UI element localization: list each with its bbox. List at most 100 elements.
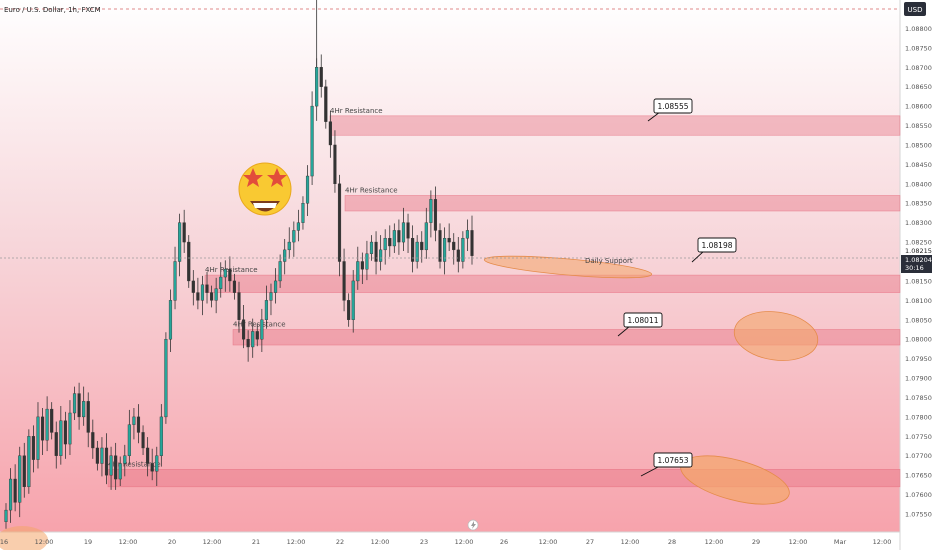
candle: [369, 235, 374, 261]
candle: [40, 407, 45, 455]
candle: [255, 324, 259, 347]
price-tick-label: 1.07900: [905, 375, 932, 383]
price-tick-label: 1.08050: [905, 316, 932, 324]
candle: [342, 248, 346, 312]
resistance-zone: [232, 329, 901, 346]
candle: [164, 332, 168, 424]
candle: [63, 411, 67, 459]
candle: [82, 386, 86, 426]
candle: [182, 209, 186, 253]
candle: [86, 392, 90, 448]
time-labels: 16 12:00 19 12:00 20 12:00 21 12:00 22 12:00 23 12:…: [0, 538, 891, 546]
price-tick-label: 1.08550: [905, 122, 932, 130]
svg-text:1.08204: 1.08204: [905, 256, 932, 264]
candle: [433, 186, 438, 242]
candle: [178, 213, 182, 277]
price-callout[interactable]: 1.08011: [617, 312, 663, 337]
candle: [68, 400, 72, 455]
time-label: 12:00: [287, 538, 306, 546]
time-label: 26: [500, 538, 508, 546]
candle: [146, 437, 150, 477]
time-label: 16: [0, 538, 8, 546]
price-tick-label: 1.08700: [905, 64, 932, 72]
candle: [13, 464, 17, 512]
candle: [296, 209, 300, 242]
price-tick-label: 1.08600: [905, 103, 932, 111]
candle: [132, 407, 136, 440]
candle: [415, 235, 419, 269]
price-tick-label: 1.08500: [905, 141, 932, 149]
candle: [72, 386, 77, 420]
candle: [401, 207, 406, 252]
price-callout[interactable]: 1.07653: [640, 452, 693, 477]
candle: [173, 246, 177, 310]
candle: [461, 231, 465, 269]
candle: [260, 308, 264, 353]
candle: [150, 448, 154, 481]
candle: [383, 229, 387, 265]
candle: [228, 256, 232, 292]
candle: [301, 196, 305, 230]
candle: [251, 318, 255, 358]
zone-label: 4Hr Resistance: [330, 107, 383, 115]
currency-button[interactable]: USD: [904, 2, 926, 16]
price-tick-label: 1.08650: [905, 83, 932, 91]
candle: [4, 503, 8, 529]
time-label: 12:00: [873, 538, 892, 546]
candle: [328, 110, 332, 158]
price-tick-label: 1.07850: [905, 394, 932, 402]
candle: [31, 425, 35, 473]
candle: [379, 235, 383, 271]
header-title: Euro / U.S. Dollar, 1h, FXCM: [4, 6, 101, 14]
time-label: 27: [586, 538, 594, 546]
target-ellipse-1: [733, 311, 819, 361]
price-scale-background: [900, 0, 932, 550]
price-tag-1: 1.08215: [901, 245, 932, 255]
svg-text:30:16: 30:16: [905, 264, 924, 272]
candle: [95, 440, 99, 471]
candle: [246, 330, 250, 362]
candle: [159, 404, 163, 467]
candle: [123, 444, 127, 477]
candle: [465, 219, 470, 252]
candle: [452, 233, 456, 265]
candle: [356, 246, 360, 290]
price-callout[interactable]: 1.08555: [647, 98, 693, 122]
time-label: 12:00: [705, 538, 724, 546]
candle: [470, 215, 474, 265]
time-label: 22: [336, 538, 344, 546]
zone-label: 4Hr Resistance: [108, 460, 161, 468]
callout-label: 1.08198: [701, 241, 732, 250]
candles-layer: [4, 0, 474, 529]
candle: [319, 54, 323, 98]
candle: [155, 446, 159, 487]
candle: [333, 130, 337, 193]
candle: [127, 409, 131, 465]
candle: [50, 402, 54, 440]
candle: [360, 252, 364, 285]
ellipses-layer: [0, 255, 819, 550]
time-label: Mar: [834, 538, 847, 546]
candle: [191, 270, 195, 306]
candle: [104, 433, 109, 485]
svg-text:Euro / U.S. Dollar, 1h, FXCM: Euro / U.S. Dollar, 1h, FXCM: [4, 6, 101, 14]
price-tick-label: 1.08000: [905, 336, 932, 344]
svg-text:USD: USD: [908, 6, 923, 14]
lightning-icon[interactable]: [467, 519, 479, 531]
candle: [22, 442, 26, 498]
candle: [283, 238, 287, 275]
candle: [27, 429, 31, 494]
candle: [310, 91, 314, 185]
candle: [305, 165, 310, 217]
price-tick-label: 1.07550: [905, 511, 932, 519]
time-label: 12:00: [119, 538, 138, 546]
daily-support-label: Daily Support: [585, 257, 633, 265]
candle: [59, 406, 63, 465]
star-eyes-emoji: [238, 162, 292, 216]
price-tick-label: 1.08150: [905, 277, 932, 285]
candle: [287, 227, 291, 259]
price-callout[interactable]: 1.08198: [691, 237, 737, 263]
candle: [273, 268, 278, 304]
candle: [219, 262, 223, 298]
